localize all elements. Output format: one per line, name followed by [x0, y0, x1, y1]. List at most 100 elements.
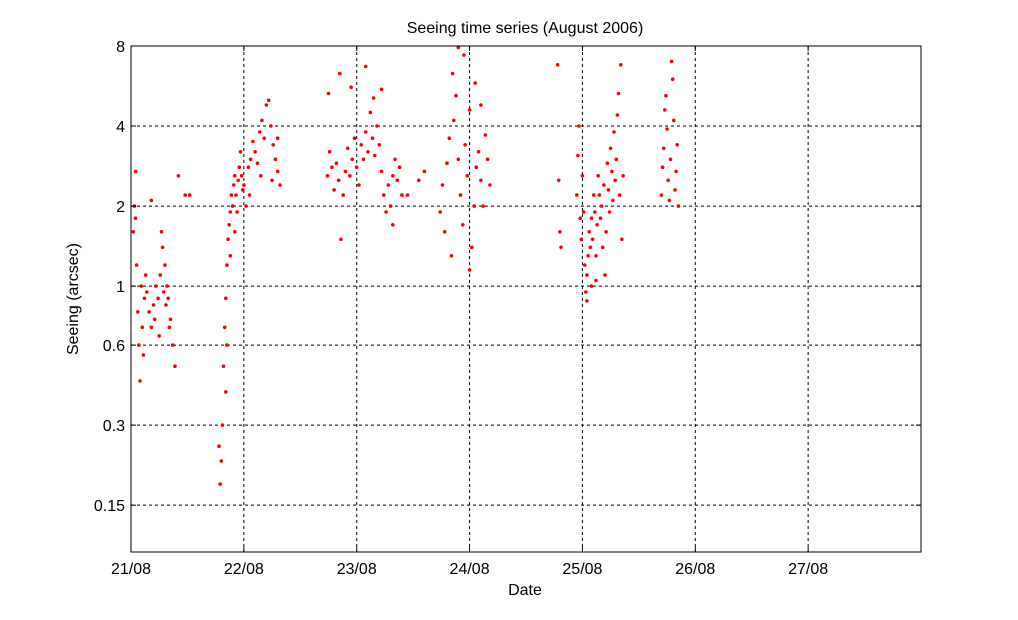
data-point — [262, 136, 267, 140]
y-tick-label: 8 — [116, 39, 125, 56]
data-point — [599, 204, 604, 208]
data-point — [167, 325, 172, 330]
data-point — [384, 210, 388, 214]
data-point — [332, 188, 336, 192]
data-point — [393, 157, 397, 162]
data-point — [168, 317, 173, 322]
data-point — [465, 174, 470, 178]
data-point — [275, 169, 280, 174]
data-point — [266, 98, 271, 103]
data-point — [470, 245, 474, 250]
data-point — [603, 273, 607, 277]
data-point — [659, 193, 664, 197]
data-point — [264, 103, 269, 107]
data-point — [165, 284, 169, 288]
data-point — [578, 216, 582, 220]
data-point — [670, 77, 675, 81]
data-point — [461, 223, 465, 227]
data-point — [173, 364, 177, 369]
data-point — [138, 379, 142, 383]
data-point — [221, 364, 226, 369]
data-point — [151, 303, 156, 307]
data-point — [217, 444, 221, 449]
data-point — [239, 174, 244, 178]
x-tick-label: 27/08 — [788, 561, 828, 578]
data-point — [225, 263, 229, 267]
data-point — [397, 165, 402, 169]
data-point — [479, 103, 483, 107]
data-point — [600, 245, 605, 250]
data-point — [608, 146, 613, 151]
data-point — [341, 193, 346, 197]
data-point — [594, 254, 598, 258]
data-point — [230, 204, 235, 208]
y-axis-ticks: 0.15 0.3 0.6 1 2 4 8 — [94, 39, 921, 515]
data-point — [161, 290, 166, 294]
data-point — [559, 245, 563, 250]
data-point — [458, 193, 463, 197]
data-point — [225, 343, 229, 347]
data-point — [485, 157, 490, 162]
data-point — [139, 284, 143, 288]
data-point — [187, 193, 192, 197]
data-point — [591, 193, 596, 197]
data-point — [363, 64, 368, 69]
x-tick-label: 25/08 — [562, 561, 602, 578]
data-point — [131, 230, 136, 234]
data-point — [142, 296, 147, 301]
data-point — [575, 193, 579, 197]
data-point — [370, 136, 375, 140]
data-point — [163, 263, 167, 267]
data-point — [234, 193, 238, 197]
data-point — [395, 178, 400, 183]
data-point — [611, 198, 615, 203]
data-point — [136, 310, 140, 314]
data-point — [375, 124, 379, 128]
data-point — [576, 153, 580, 158]
data-point — [224, 296, 228, 301]
data-point — [140, 325, 145, 330]
data-point — [606, 188, 611, 192]
data-point — [227, 223, 231, 227]
data-point — [452, 118, 456, 123]
data-point — [350, 157, 355, 162]
data-point — [345, 146, 350, 151]
data-point — [580, 174, 585, 178]
data-point — [363, 130, 368, 134]
data-point — [246, 165, 251, 169]
data-point — [438, 210, 443, 214]
data-point — [224, 390, 228, 394]
data-point — [133, 169, 138, 174]
data-point — [472, 204, 476, 208]
data-point — [588, 245, 593, 250]
data-point — [325, 174, 330, 178]
data-point — [669, 59, 674, 64]
data-point — [273, 157, 278, 162]
data-point — [386, 183, 391, 187]
data-point — [483, 133, 488, 137]
data-point — [226, 237, 230, 242]
data-point — [368, 110, 373, 115]
data-point — [334, 161, 339, 165]
data-point — [270, 178, 274, 183]
data-point — [473, 81, 478, 85]
data-point — [253, 150, 257, 154]
data-point — [349, 85, 353, 89]
data-point — [672, 118, 676, 123]
data-point — [176, 174, 181, 178]
data-point — [352, 136, 357, 140]
data-point — [613, 178, 617, 183]
data-point — [379, 87, 384, 92]
data-point — [379, 169, 384, 174]
data-point — [664, 93, 668, 98]
data-point — [257, 130, 262, 134]
data-point — [621, 174, 625, 178]
data-point — [348, 174, 352, 178]
data-point — [248, 157, 253, 162]
data-point — [417, 178, 421, 183]
data-point — [391, 223, 395, 227]
data-point — [149, 325, 154, 330]
data-point — [231, 183, 236, 187]
